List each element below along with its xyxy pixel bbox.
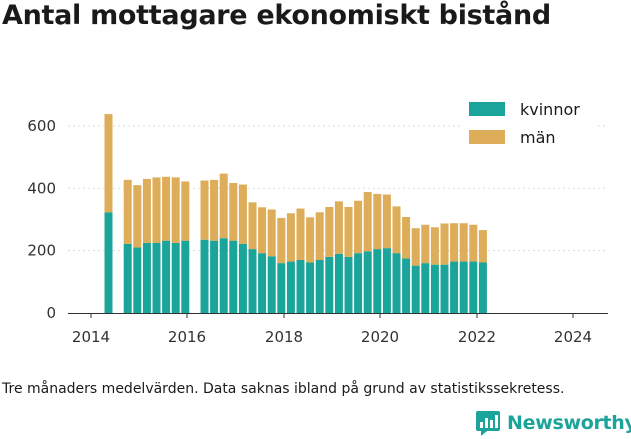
bar-man — [344, 207, 353, 257]
bar-man — [152, 177, 161, 243]
bar-kvinnor — [210, 240, 219, 313]
bar-man — [450, 223, 459, 262]
bar-kvinnor — [229, 240, 238, 313]
bar-kvinnor — [344, 256, 353, 313]
bar-man — [392, 206, 401, 254]
bar-man — [459, 223, 468, 262]
bar-man — [133, 185, 142, 248]
bar-man — [296, 208, 305, 260]
bar-kvinnor — [478, 262, 487, 313]
legend-label-man: män — [520, 128, 556, 147]
bar-man — [142, 178, 151, 243]
bar-kvinnor — [421, 263, 430, 313]
y-tick-label: 600 — [27, 117, 56, 135]
bar-kvinnor — [363, 251, 372, 313]
y-tick-label: 200 — [27, 242, 56, 260]
bar-man — [306, 217, 315, 263]
x-tick-label: 2018 — [265, 328, 303, 346]
bar-kvinnor — [315, 260, 324, 313]
bar-man — [258, 207, 267, 254]
chart-note: Tre månaders medelvärden. Data saknas ib… — [2, 381, 565, 397]
bar-man — [402, 216, 411, 259]
bar-man — [440, 223, 449, 265]
y-tick-label: 400 — [27, 179, 56, 197]
bar-kvinnor — [152, 242, 161, 313]
chart-logo-icon — [476, 411, 500, 436]
bar-man — [181, 181, 190, 241]
bar-kvinnor — [296, 260, 305, 313]
bar-man — [286, 213, 295, 262]
bar-kvinnor — [219, 238, 228, 313]
bar-man — [277, 217, 286, 264]
x-tick-label: 2014 — [72, 328, 110, 346]
bar-man — [421, 224, 430, 264]
bar-kvinnor — [459, 261, 468, 313]
bar-kvinnor — [325, 256, 334, 313]
bar-man — [200, 180, 209, 240]
bar-man — [171, 177, 180, 243]
bar-kvinnor — [142, 242, 151, 313]
bar-man — [354, 200, 363, 254]
brand-name: Newsworthy — [507, 412, 631, 434]
bar-man — [315, 212, 324, 260]
bar-man — [478, 230, 487, 263]
bar-kvinnor — [286, 261, 295, 313]
bar-man — [210, 179, 219, 241]
axes: 0 200 400 600 2014 2016 2018 2020 2022 2024 — [27, 117, 608, 346]
bar-man — [382, 194, 391, 249]
legend-swatch-kvinnor — [469, 102, 505, 116]
brand-logo[interactable]: Newsworthy — [475, 408, 631, 438]
bar-kvinnor — [238, 243, 247, 313]
bar-man — [325, 207, 334, 257]
bar-man — [162, 176, 171, 241]
bar-man — [219, 173, 228, 239]
bar-man — [363, 192, 372, 252]
x-tick-label: 2024 — [554, 328, 592, 346]
bar-kvinnor — [373, 249, 382, 313]
bar-man — [104, 114, 113, 213]
bar-man — [238, 184, 247, 244]
bar-kvinnor — [123, 243, 132, 313]
bar-kvinnor — [267, 256, 276, 313]
bar-kvinnor — [277, 263, 286, 313]
x-tick-label: 2016 — [168, 328, 206, 346]
bar-kvinnor — [133, 247, 142, 313]
bar-kvinnor — [430, 264, 439, 313]
bars — [104, 114, 487, 313]
bar-kvinnor — [162, 240, 171, 313]
bar-kvinnor — [354, 253, 363, 313]
bar-kvinnor — [104, 212, 113, 313]
legend: kvinnor män — [460, 95, 596, 157]
bar-man — [469, 224, 478, 262]
bar-man — [334, 201, 343, 254]
bar-kvinnor — [382, 248, 391, 313]
bar-kvinnor — [306, 262, 315, 313]
bar-kvinnor — [450, 261, 459, 313]
bar-kvinnor — [469, 261, 478, 313]
bar-kvinnor — [248, 249, 257, 313]
bar-man — [267, 209, 276, 257]
bar-kvinnor — [181, 240, 190, 313]
bar-kvinnor — [334, 253, 343, 313]
y-tick-label: 0 — [46, 304, 56, 322]
bar-man — [248, 202, 257, 250]
bar-man — [373, 193, 382, 250]
bar-man — [229, 182, 238, 241]
chart-title: Antal mottagare ekonomiskt bistånd — [2, 0, 551, 31]
bar-kvinnor — [440, 264, 449, 313]
bar-kvinnor — [258, 253, 267, 313]
bar-kvinnor — [171, 242, 180, 313]
bar-man — [430, 227, 439, 265]
legend-swatch-man — [469, 130, 505, 144]
x-tick-label: 2020 — [361, 328, 399, 346]
bar-kvinnor — [402, 258, 411, 313]
bar-kvinnor — [392, 253, 401, 313]
legend-label-kvinnor: kvinnor — [520, 100, 580, 119]
bar-kvinnor — [200, 239, 209, 313]
x-tick-label: 2022 — [458, 328, 496, 346]
bar-man — [123, 179, 132, 244]
bar-kvinnor — [411, 265, 420, 313]
bar-man — [411, 228, 420, 266]
